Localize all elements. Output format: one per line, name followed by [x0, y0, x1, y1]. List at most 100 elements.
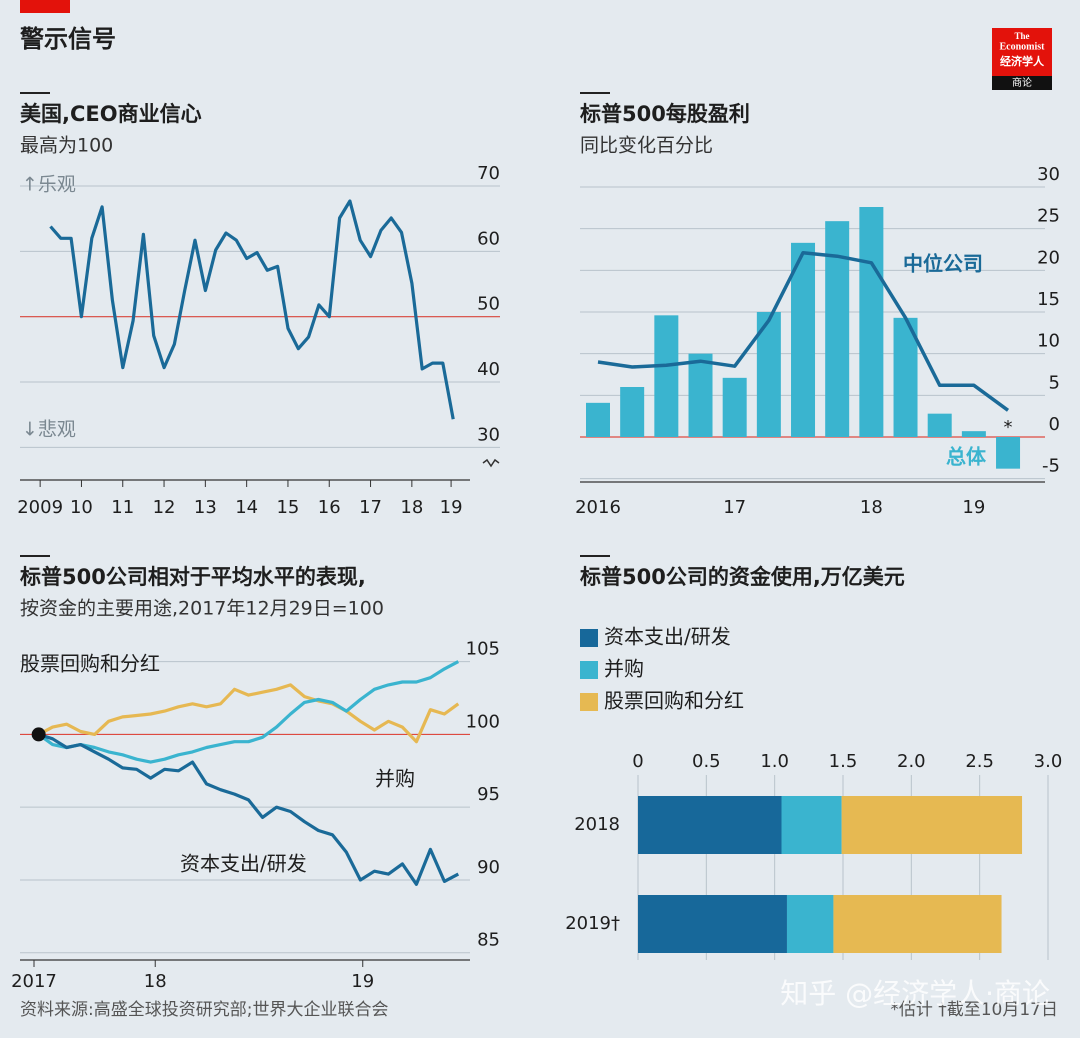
- line-series: [37, 683, 460, 744]
- x-tick-label: 15: [276, 497, 299, 518]
- footnote: *估计 †截至10月17日: [890, 1000, 1058, 1020]
- bar-segment: [638, 796, 782, 854]
- series-label: 资本支出/研发: [180, 852, 307, 876]
- x-tick-label: 0.5: [692, 751, 721, 772]
- x-tick-label: 12: [153, 497, 176, 518]
- bar: [722, 377, 747, 437]
- chart-title: 标普500公司的资金使用,万亿美元: [580, 565, 905, 589]
- x-tick-label: 2017: [11, 971, 57, 992]
- bar: [927, 413, 952, 437]
- page-title: 警示信号: [19, 25, 116, 53]
- y-tick-label: 2018: [574, 814, 620, 835]
- bar-segment: [781, 796, 842, 854]
- bar: [620, 387, 645, 437]
- logo-text: Economist: [1000, 41, 1046, 52]
- y-tick-label: 15: [1037, 289, 1060, 310]
- y-tick-label: 50: [477, 294, 500, 315]
- logo-text: 商论: [1012, 76, 1032, 89]
- line-series: [37, 660, 460, 764]
- x-tick-label: 1.5: [829, 751, 858, 772]
- y-tick-label: 20: [1037, 247, 1060, 268]
- y-tick-label: 100: [466, 711, 500, 732]
- annotation: ↓悲观: [22, 419, 76, 441]
- watermark: 知乎 @经济学人·商论: [780, 977, 1050, 1010]
- x-tick-label: 11: [111, 497, 134, 518]
- x-tick-label: 16: [318, 497, 341, 518]
- x-tick-label: 2016: [575, 497, 621, 518]
- x-tick-label: 3.0: [1034, 751, 1063, 772]
- axis-break: [482, 458, 500, 468]
- bar: [654, 315, 679, 437]
- logo-box: [992, 28, 1052, 76]
- y-tick-label: 30: [477, 424, 500, 445]
- x-tick-label: 2.0: [897, 751, 926, 772]
- x-tick-label: 17: [359, 497, 382, 518]
- y-tick-label: 30: [1037, 164, 1060, 185]
- bar-segment: [841, 796, 1023, 854]
- series-label: 并购: [375, 767, 415, 791]
- logo-text: The: [1014, 31, 1029, 41]
- x-tick-label: 10: [70, 497, 93, 518]
- legend-swatch: [580, 693, 598, 711]
- legend-swatch: [580, 661, 598, 679]
- x-tick-label: 2009: [17, 497, 63, 518]
- x-tick-label: 0: [632, 751, 643, 772]
- x-tick-label: 18: [860, 497, 883, 518]
- y-tick-label: 105: [466, 639, 500, 660]
- series-label: 股票回购和分红: [20, 652, 160, 676]
- logo-text: 经济学人: [1000, 54, 1045, 68]
- chart-title: 美国,CEO商业信心: [20, 102, 202, 126]
- legend-label: 资本支出/研发: [604, 625, 731, 649]
- y-tick-label: 10: [1037, 331, 1060, 352]
- logo-band: [992, 76, 1052, 90]
- x-tick-label: 2.5: [965, 751, 994, 772]
- legend-label: 并购: [604, 657, 644, 681]
- legend-swatch: [580, 629, 598, 647]
- x-tick-label: 19: [440, 497, 463, 518]
- series-label: 中位公司: [903, 252, 983, 276]
- y-tick-label: 2019†: [565, 913, 620, 934]
- bar: [961, 431, 986, 437]
- y-tick-label: 90: [477, 857, 500, 878]
- line-series: [597, 251, 1010, 412]
- annotation: ↑乐观: [22, 174, 76, 196]
- legend-label: 股票回购和分红: [604, 689, 744, 713]
- bar: [893, 317, 918, 437]
- y-tick-label: 25: [1037, 206, 1060, 227]
- y-tick-label: 40: [477, 359, 500, 380]
- chart-title: 标普500公司相对于平均水平的表现,: [20, 565, 366, 589]
- y-tick-label: 0: [1049, 414, 1060, 435]
- source-note: 资料来源:高盛全球投资研究部;世界大企业联合会: [20, 1000, 388, 1020]
- bar: [996, 437, 1021, 469]
- bar: [859, 207, 884, 437]
- x-tick-label: 17: [723, 497, 746, 518]
- y-tick-label: 95: [477, 784, 500, 805]
- bar: [825, 221, 850, 437]
- bar: [586, 402, 610, 437]
- x-tick-label: 19: [962, 497, 985, 518]
- x-tick-label: 14: [235, 497, 258, 518]
- y-tick-label: 60: [477, 228, 500, 249]
- x-tick-label: 18: [400, 497, 423, 518]
- bar-segment: [638, 895, 787, 953]
- bar: [791, 242, 816, 437]
- bar: [688, 353, 713, 437]
- annotation: *: [1004, 417, 1013, 438]
- chart-title: 标普500每股盈利: [580, 102, 750, 126]
- chart-subtitle: 最高为100: [20, 135, 113, 157]
- bar-segment: [833, 895, 1002, 953]
- x-tick-label: 13: [194, 497, 217, 518]
- chart-subtitle: 同比变化百分比: [580, 135, 713, 157]
- x-tick-label: 18: [144, 971, 167, 992]
- y-tick-label: 70: [477, 163, 500, 184]
- y-tick-label: 5: [1049, 372, 1060, 393]
- bar-segment: [786, 895, 834, 953]
- y-tick-label: -5: [1042, 456, 1060, 477]
- x-tick-label: 19: [351, 971, 374, 992]
- line-series: [49, 199, 455, 420]
- start-marker: [31, 727, 46, 742]
- series-label: 总体: [946, 445, 987, 469]
- line-series: [38, 732, 460, 886]
- y-tick-label: 85: [477, 930, 500, 951]
